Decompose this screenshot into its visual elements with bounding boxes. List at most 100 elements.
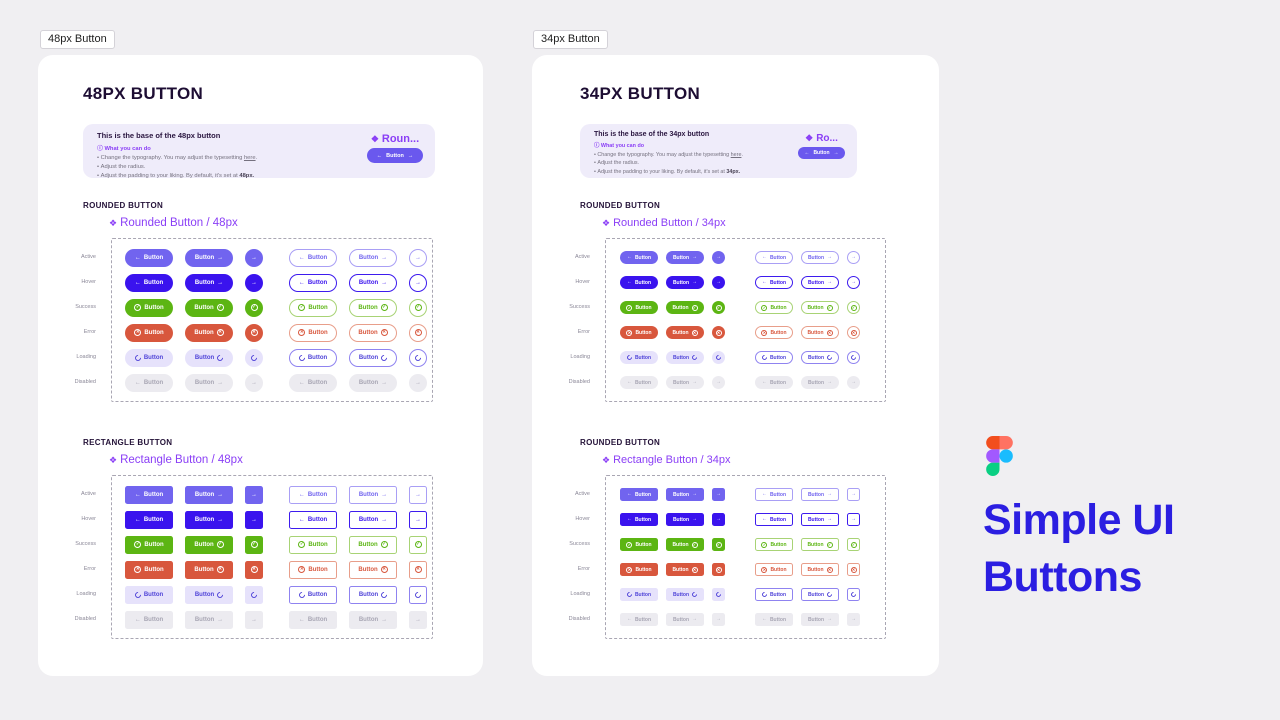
- error-filled-icon-button[interactable]: ✕: [712, 326, 725, 339]
- disabled-outline-button[interactable]: ← Button: [289, 373, 337, 392]
- loading-outline-icon-button[interactable]: [847, 588, 860, 601]
- component-label[interactable]: ❖ Rounded Button / 48px: [109, 217, 238, 229]
- active-outline-button[interactable]: ← Button: [289, 248, 337, 267]
- disabled-filled-button[interactable]: ← Button: [620, 613, 658, 626]
- loading-filled-button[interactable]: Button: [620, 351, 658, 364]
- frame-name-34px[interactable]: 34px Button: [533, 30, 608, 49]
- here-link[interactable]: here: [243, 155, 256, 161]
- error-filled-button[interactable]: ✕ Button: [620, 563, 658, 576]
- success-outline-icon-button[interactable]: ✓: [409, 298, 427, 317]
- success-filled-icon-button[interactable]: ✓: [245, 535, 263, 554]
- hover-filled-button[interactable]: ← Button: [620, 276, 658, 289]
- frame-34px-button[interactable]: 34PX BUTTON This is the base of the 34px…: [532, 55, 939, 676]
- active-filled-button[interactable]: Button →: [185, 485, 233, 504]
- loading-filled-button[interactable]: Button: [666, 588, 704, 601]
- loading-outline-button[interactable]: Button: [349, 585, 397, 604]
- disabled-filled-button[interactable]: Button →: [666, 376, 704, 389]
- active-filled-button[interactable]: ← Button: [125, 248, 173, 267]
- error-filled-button[interactable]: ✕ Button: [125, 323, 173, 342]
- loading-outline-icon-button[interactable]: [847, 351, 860, 364]
- hover-filled-button[interactable]: Button →: [185, 510, 233, 529]
- error-outline-button[interactable]: ✕ Button: [755, 563, 793, 576]
- hover-filled-button[interactable]: ← Button: [125, 273, 173, 292]
- disabled-outline-button[interactable]: Button →: [349, 373, 397, 392]
- success-outline-icon-button[interactable]: ✓: [409, 535, 427, 554]
- success-outline-button[interactable]: Button ✓: [349, 298, 397, 317]
- hover-outline-icon-button[interactable]: →: [847, 513, 860, 526]
- error-outline-icon-button[interactable]: ✕: [409, 323, 427, 342]
- loading-outline-button[interactable]: Button: [289, 585, 337, 604]
- hover-filled-button[interactable]: Button →: [666, 513, 704, 526]
- active-filled-icon-button[interactable]: →: [712, 251, 725, 264]
- active-filled-button[interactable]: ← Button: [620, 488, 658, 501]
- active-filled-button[interactable]: Button →: [666, 488, 704, 501]
- hover-filled-button[interactable]: ← Button: [620, 513, 658, 526]
- hover-filled-icon-button[interactable]: →: [712, 513, 725, 526]
- success-outline-button[interactable]: ✓ Button: [289, 535, 337, 554]
- base-button[interactable]: ← Button →: [367, 148, 423, 163]
- success-filled-icon-button[interactable]: ✓: [245, 298, 263, 317]
- active-filled-button[interactable]: ← Button: [125, 485, 173, 504]
- active-outline-icon-button[interactable]: →: [847, 488, 860, 501]
- loading-outline-button[interactable]: Button: [801, 351, 839, 364]
- hover-outline-icon-button[interactable]: →: [409, 510, 427, 529]
- disabled-filled-button[interactable]: ← Button: [125, 610, 173, 629]
- error-outline-button[interactable]: Button ✕: [801, 563, 839, 576]
- disabled-outline-button[interactable]: ← Button: [289, 610, 337, 629]
- active-outline-button[interactable]: Button →: [801, 251, 839, 264]
- error-filled-button[interactable]: ✕ Button: [125, 560, 173, 579]
- hover-outline-button[interactable]: ← Button: [755, 513, 793, 526]
- error-filled-button[interactable]: Button ✕: [666, 563, 704, 576]
- active-outline-button[interactable]: Button →: [349, 485, 397, 504]
- loading-filled-icon-button[interactable]: [712, 351, 725, 364]
- disabled-filled-button[interactable]: ← Button: [620, 376, 658, 389]
- hover-filled-button[interactable]: Button →: [666, 276, 704, 289]
- hover-outline-button[interactable]: Button →: [801, 276, 839, 289]
- error-outline-button[interactable]: Button ✕: [349, 560, 397, 579]
- error-outline-button[interactable]: ✕ Button: [755, 326, 793, 339]
- error-filled-button[interactable]: Button ✕: [185, 560, 233, 579]
- disabled-filled-icon-button[interactable]: →: [245, 610, 263, 629]
- hover-outline-icon-button[interactable]: →: [409, 273, 427, 292]
- loading-outline-icon-button[interactable]: [409, 348, 427, 367]
- component-label[interactable]: ❖ Rectangle Button / 48px: [109, 454, 243, 466]
- disabled-outline-button[interactable]: ← Button: [755, 376, 793, 389]
- loading-filled-button[interactable]: Button: [185, 348, 233, 367]
- error-filled-icon-button[interactable]: ✕: [245, 323, 263, 342]
- disabled-filled-icon-button[interactable]: →: [712, 376, 725, 389]
- success-outline-button[interactable]: Button ✓: [801, 538, 839, 551]
- disabled-outline-button[interactable]: ← Button: [755, 613, 793, 626]
- hover-outline-button[interactable]: Button →: [801, 513, 839, 526]
- active-outline-button[interactable]: Button →: [349, 248, 397, 267]
- hover-filled-icon-button[interactable]: →: [245, 510, 263, 529]
- frame-name-48px[interactable]: 48px Button: [40, 30, 115, 49]
- success-outline-icon-button[interactable]: ✓: [847, 538, 860, 551]
- success-filled-button[interactable]: Button ✓: [185, 535, 233, 554]
- active-filled-button[interactable]: Button →: [185, 248, 233, 267]
- error-outline-button[interactable]: ✕ Button: [289, 323, 337, 342]
- frame-48px-button[interactable]: 48PX BUTTON This is the base of the 48px…: [38, 55, 483, 676]
- success-filled-icon-button[interactable]: ✓: [712, 301, 725, 314]
- disabled-outline-icon-button[interactable]: →: [847, 613, 860, 626]
- loading-filled-button[interactable]: Button: [185, 585, 233, 604]
- disabled-filled-button[interactable]: ← Button: [125, 373, 173, 392]
- hover-outline-button[interactable]: ← Button: [289, 510, 337, 529]
- success-filled-button[interactable]: ✓ Button: [620, 538, 658, 551]
- loading-outline-icon-button[interactable]: [409, 585, 427, 604]
- component-label[interactable]: ❖ Rounded Button / 34px: [602, 217, 726, 229]
- success-filled-icon-button[interactable]: ✓: [712, 538, 725, 551]
- success-filled-button[interactable]: Button ✓: [666, 301, 704, 314]
- hover-outline-icon-button[interactable]: →: [847, 276, 860, 289]
- loading-outline-button[interactable]: Button: [801, 588, 839, 601]
- active-filled-icon-button[interactable]: →: [245, 485, 263, 504]
- success-filled-button[interactable]: ✓ Button: [620, 301, 658, 314]
- hover-outline-button[interactable]: Button →: [349, 510, 397, 529]
- loading-filled-button[interactable]: Button: [125, 585, 173, 604]
- success-filled-button[interactable]: Button ✓: [666, 538, 704, 551]
- active-outline-button[interactable]: ← Button: [289, 485, 337, 504]
- loading-filled-button[interactable]: Button: [125, 348, 173, 367]
- disabled-filled-icon-button[interactable]: →: [245, 373, 263, 392]
- disabled-outline-icon-button[interactable]: →: [409, 610, 427, 629]
- disabled-outline-icon-button[interactable]: →: [847, 376, 860, 389]
- success-outline-button[interactable]: ✓ Button: [755, 538, 793, 551]
